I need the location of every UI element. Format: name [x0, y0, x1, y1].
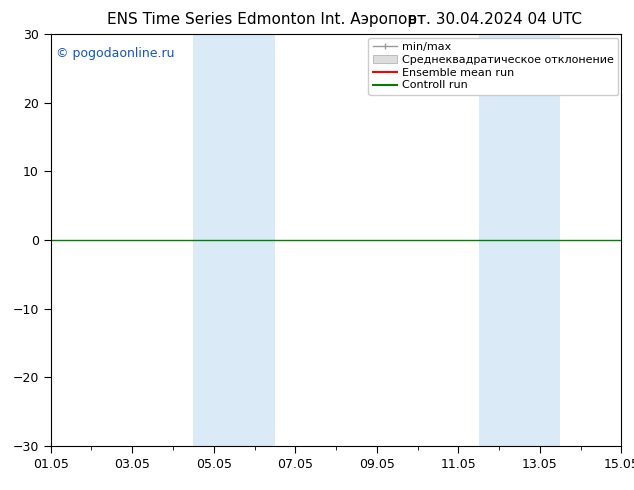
- Text: вт. 30.04.2024 04 UTC: вт. 30.04.2024 04 UTC: [408, 12, 581, 27]
- Bar: [479, 34, 560, 446]
- Text: © pogodaonline.ru: © pogodaonline.ru: [56, 47, 175, 60]
- Text: ENS Time Series Edmonton Int. Аэропорт: ENS Time Series Edmonton Int. Аэропорт: [107, 12, 426, 27]
- Legend: min/max, Среднеквадратическое отклонение, Ensemble mean run, Controll run: min/max, Среднеквадратическое отклонение…: [368, 38, 618, 95]
- Bar: [193, 34, 275, 446]
